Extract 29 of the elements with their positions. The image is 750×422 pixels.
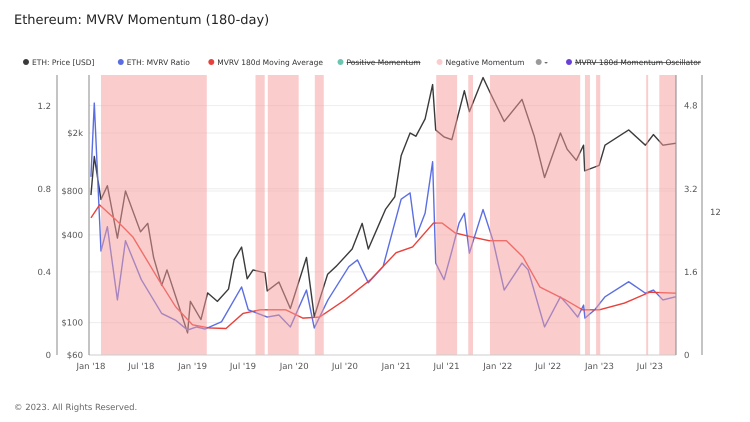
y3-tick-label: 0.4 — [37, 268, 51, 278]
x-tick-label: Jul '19 — [228, 362, 256, 372]
y-tick-label: $100 — [61, 318, 83, 329]
line-series — [90, 204, 676, 330]
x-tick-label: Jan '18 — [75, 362, 106, 372]
x-tick-label: Jan '20 — [278, 362, 309, 372]
text: 12 — [710, 208, 721, 218]
y2-tick-label: 0 — [684, 351, 690, 361]
x-tick-label: Jul '21 — [432, 362, 460, 372]
y2-tick-label: 4.8 — [684, 102, 698, 112]
y2-tick-label: 1.6 — [684, 268, 698, 278]
y-tick-label: $800 — [61, 187, 83, 198]
x-tick-label: Jan '19 — [177, 362, 208, 372]
x-tick-label: Jan '21 — [380, 362, 411, 372]
y-tick-label: $2k — [67, 129, 84, 140]
text: © 2023. All Rights Reserved. — [14, 403, 138, 413]
y2-tick-label: 3.2 — [684, 184, 698, 195]
y3-tick-label: 0 — [46, 351, 51, 361]
y3-tick-label: 1.2 — [37, 102, 51, 112]
x-tick-label: Jan '22 — [482, 362, 512, 372]
y-tick-label: $60 — [66, 351, 83, 361]
x-tick-label: Jan '23 — [584, 362, 614, 372]
x-tick-label: Jul '20 — [330, 362, 358, 372]
x-tick-label: Jul '18 — [127, 362, 154, 372]
x-tick-label: Jul '22 — [534, 362, 562, 372]
y-tick-label: $400 — [61, 230, 83, 241]
y3-tick-label: 0.8 — [37, 185, 51, 196]
chart-title: Ethereum: MVRV Momentum (180-day) — [14, 13, 270, 28]
x-tick-label: Jul '23 — [636, 362, 663, 372]
